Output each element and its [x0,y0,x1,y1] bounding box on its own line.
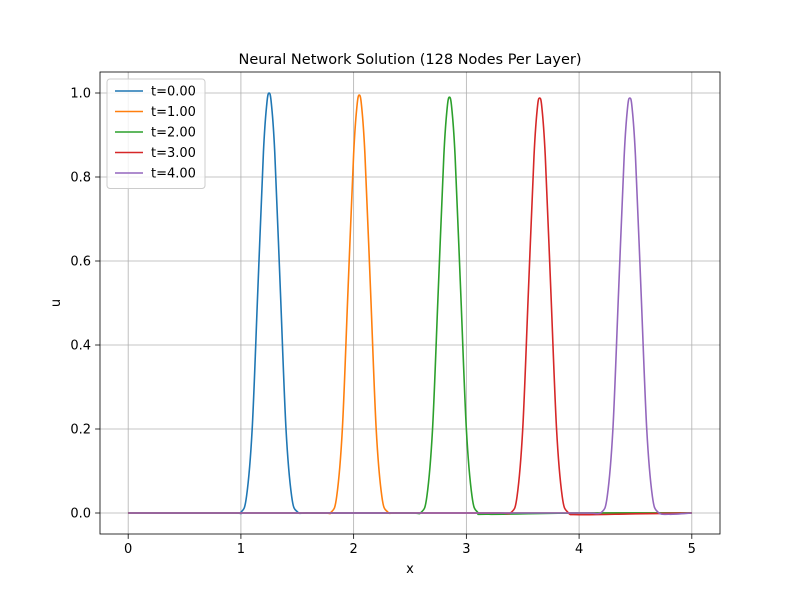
x-tick-label: 5 [688,542,696,557]
x-ticks: 0 1 2 3 4 5 [124,534,696,557]
x-axis-label: x [406,562,414,577]
y-tick-label: 0.2 [70,423,91,438]
y-tick-label: 0.8 [70,171,91,186]
y-tick-label: 0.6 [70,255,91,270]
chart-title: Neural Network Solution (128 Nodes Per L… [238,52,581,68]
series-line-5 [128,97,692,516]
legend: t=0.00 t=1.00 t=2.00 t=3.00 t=4.00 [106,78,206,189]
plot-lines [128,92,692,516]
legend-label-2: t=1.00 [151,105,196,120]
y-axis-label: u [49,299,64,307]
legend-label-1: t=0.00 [151,85,196,100]
legend-label-3: t=2.00 [151,126,196,141]
x-tick-label: 0 [124,542,132,557]
x-tick-label: 2 [349,542,357,557]
y-ticks: 0.0 0.2 0.4 0.6 0.8 1.0 [70,87,100,522]
y-tick-label: 1.0 [70,87,91,102]
y-tick-label: 0.4 [70,339,91,354]
legend-label-5: t=4.00 [151,167,196,182]
x-tick-label: 1 [237,542,245,557]
legend-box [106,78,206,189]
x-tick-label: 4 [575,542,583,557]
legend-label-4: t=3.00 [151,146,196,161]
x-tick-label: 3 [462,542,470,557]
axes-frame [99,71,721,535]
y-tick-label: 0.0 [70,507,91,522]
